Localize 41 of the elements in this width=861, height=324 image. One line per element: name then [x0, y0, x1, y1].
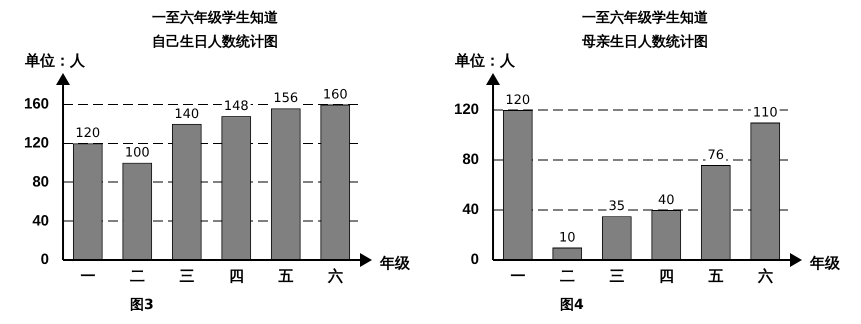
- y-tick-label: 40: [462, 201, 480, 218]
- data-label: 120: [75, 126, 100, 142]
- y-tick-label: 80: [32, 173, 50, 190]
- caption: 图4: [560, 296, 584, 314]
- y-tick-label: 80: [462, 151, 480, 168]
- x-tick-label: 五: [277, 268, 294, 286]
- data-label: 160: [322, 87, 348, 102]
- y-tick-label: 40: [32, 212, 50, 230]
- x-axis-title: 年级: [379, 254, 411, 272]
- data-label: 140: [174, 106, 200, 122]
- data-label: 35: [608, 199, 626, 214]
- y-tick-label: 160: [24, 96, 50, 113]
- x-tick-label: 三: [179, 268, 194, 286]
- x-tick-label: 二: [560, 268, 575, 286]
- x-tick-label: 一: [510, 268, 526, 286]
- chart-title: 一至六年级学生知道自己生日人数统计图: [151, 9, 279, 52]
- chart-title: 一至六年级学生知道母亲生日人数统计图: [581, 9, 709, 52]
- x-tick-label: 一: [80, 268, 96, 286]
- y-tick-label: 120: [24, 134, 50, 152]
- data-label: 100: [124, 146, 150, 161]
- x-tick-label: 二: [130, 268, 145, 286]
- data-label: 10: [558, 230, 576, 246]
- data-label: 120: [505, 92, 530, 108]
- data-label: 110: [752, 105, 778, 120]
- x-tick-label: 三: [609, 268, 624, 286]
- x-tick-label: 六: [756, 267, 773, 286]
- data-label: 156: [273, 91, 298, 106]
- y-tick-label: 0: [40, 251, 50, 268]
- x-tick-label: 五: [707, 268, 724, 286]
- x-tick-label: 四: [228, 268, 244, 286]
- y-tick-label: 120: [454, 101, 480, 118]
- x-tick-label: 六: [326, 267, 343, 286]
- data-label: 40: [658, 192, 675, 208]
- data-label: 76: [707, 148, 724, 163]
- x-tick-label: 四: [658, 268, 674, 286]
- data-label: 148: [224, 98, 249, 114]
- x-axis-title: 年级: [809, 254, 841, 272]
- y-axis-title: 单位：人: [24, 51, 86, 70]
- y-axis-title: 单位：人: [454, 51, 516, 70]
- caption: 图3: [130, 296, 154, 314]
- y-tick-label: 0: [470, 251, 480, 268]
